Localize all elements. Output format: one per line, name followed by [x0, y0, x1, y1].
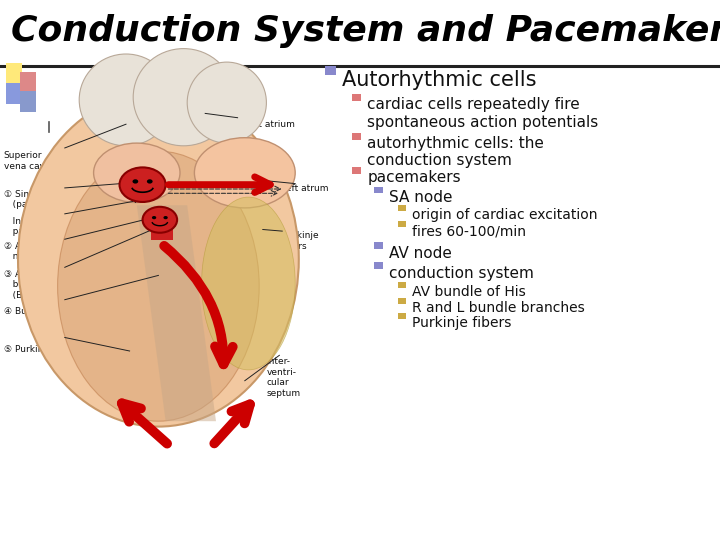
Text: Inter-
ventri-
cular
septum: Inter- ventri- cular septum [266, 357, 300, 397]
Polygon shape [137, 205, 216, 421]
FancyBboxPatch shape [374, 242, 383, 249]
FancyBboxPatch shape [398, 205, 406, 211]
Ellipse shape [94, 143, 180, 202]
FancyBboxPatch shape [352, 94, 361, 100]
FancyBboxPatch shape [374, 262, 383, 269]
Text: R and L bundle branches: R and L bundle branches [412, 301, 585, 315]
Text: ③ Atrioventricular
   bundle
   (Bundle of His): ③ Atrioventricular bundle (Bundle of His… [4, 270, 86, 300]
FancyBboxPatch shape [374, 187, 383, 193]
FancyBboxPatch shape [6, 63, 22, 84]
FancyBboxPatch shape [151, 220, 173, 240]
Text: ④ Bundle branches: ④ Bundle branches [4, 307, 91, 316]
Text: Purkinje
fibers: Purkinje fibers [282, 231, 319, 251]
Ellipse shape [202, 197, 295, 370]
Ellipse shape [79, 54, 173, 146]
Text: SA node: SA node [389, 190, 452, 205]
Text: Internodal
   pathway: Internodal pathway [4, 217, 58, 237]
Circle shape [163, 216, 168, 219]
Ellipse shape [58, 151, 259, 421]
FancyBboxPatch shape [20, 72, 36, 93]
FancyBboxPatch shape [398, 221, 406, 227]
Text: ① Sinoatrial node
   (pacemaker): ① Sinoatrial node (pacemaker) [4, 190, 84, 210]
Circle shape [132, 179, 138, 184]
FancyBboxPatch shape [352, 166, 361, 173]
FancyBboxPatch shape [325, 66, 336, 75]
Circle shape [143, 207, 177, 233]
Text: pacemakers: pacemakers [367, 170, 461, 185]
Ellipse shape [18, 92, 299, 427]
Text: AV node: AV node [389, 246, 451, 261]
FancyBboxPatch shape [398, 313, 406, 320]
Text: Autorhythmic cells: Autorhythmic cells [342, 70, 536, 90]
Text: Purkinje fibers: Purkinje fibers [412, 316, 511, 330]
Text: autorhythmic cells: the
conduction system: autorhythmic cells: the conduction syste… [367, 136, 544, 168]
Ellipse shape [194, 138, 295, 208]
FancyBboxPatch shape [20, 91, 36, 112]
Text: ② Atrioventricular
   node: ② Atrioventricular node [4, 242, 86, 261]
Text: fires 60-100/min: fires 60-100/min [412, 224, 526, 238]
Circle shape [152, 216, 156, 219]
Text: ⑤ Purkinje fibers: ⑤ Purkinje fibers [4, 345, 80, 354]
Ellipse shape [133, 49, 234, 146]
Circle shape [120, 167, 166, 202]
FancyBboxPatch shape [398, 298, 406, 303]
Text: Left atrum: Left atrum [281, 184, 328, 193]
Ellipse shape [187, 62, 266, 143]
FancyBboxPatch shape [398, 282, 406, 288]
Text: conduction system: conduction system [389, 266, 534, 281]
Text: origin of cardiac excitation: origin of cardiac excitation [412, 208, 598, 222]
Text: AV bundle of His: AV bundle of His [412, 285, 526, 299]
Text: Superior
vena cava: Superior vena cava [4, 151, 50, 171]
FancyBboxPatch shape [6, 83, 22, 104]
Text: cardiac cells repeatedly fire
spontaneous action potentials: cardiac cells repeatedly fire spontaneou… [367, 97, 598, 130]
Text: Conduction System and Pacemakers: Conduction System and Pacemakers [11, 14, 720, 48]
Text: Right atrium: Right atrium [238, 120, 294, 129]
FancyBboxPatch shape [352, 132, 361, 139]
Circle shape [147, 179, 153, 184]
